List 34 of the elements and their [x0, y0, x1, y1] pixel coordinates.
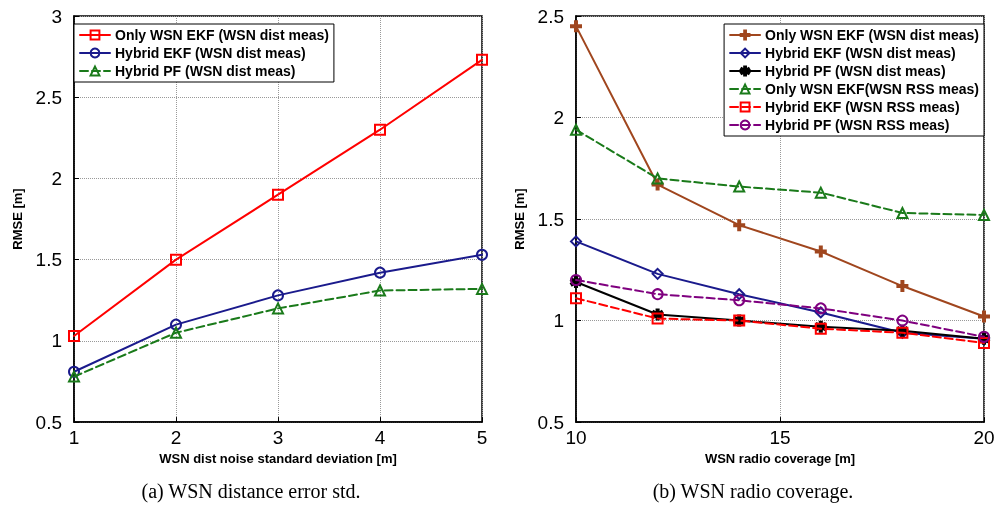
y-axis-title: RMSE [m]	[512, 188, 527, 250]
legend-label: Hybrid PF (WSN RSS meas)	[765, 117, 950, 133]
legend-label: Hybrid EKF (WSN dist meas)	[765, 45, 956, 61]
y-tick-label: 1	[51, 330, 62, 352]
legend-label: Hybrid PF (WSN dist meas)	[765, 63, 946, 79]
text: (a) WSN distance error std.	[140, 480, 362, 503]
legend-label: Only WSN EKF(WSN RSS meas)	[765, 81, 979, 97]
x-tick-label: 2	[170, 427, 182, 449]
x-axis-title: WSN dist noise standard deviation [m]	[159, 451, 397, 466]
x-tick-label: 20	[973, 427, 995, 449]
x-tick-label: 3	[272, 427, 284, 449]
x-axis-title: WSN radio coverage [m]	[704, 451, 856, 466]
text: (b) WSN radio coverage.	[651, 480, 855, 503]
y-tick-label: 1.5	[35, 249, 62, 271]
y-tick-label: 2.5	[537, 5, 564, 27]
y-tick-label: 2	[553, 107, 564, 129]
x-tick-label: 1	[68, 427, 80, 449]
y-tick-label: 2	[51, 167, 62, 189]
y-tick-label: 2.5	[35, 86, 62, 108]
x-tick-label: 10	[565, 427, 587, 449]
legend-label: Hybrid PF (WSN dist meas)	[115, 63, 296, 79]
x-tick-label: 4	[374, 427, 386, 449]
y-tick-label: 1	[553, 310, 564, 332]
legend-label: Hybrid EKF (WSN dist meas)	[115, 45, 306, 61]
y-axis-title: RMSE [m]	[10, 188, 25, 250]
legend-label: Only WSN EKF (WSN dist meas)	[115, 27, 329, 43]
y-tick-label: 0.5	[537, 411, 564, 433]
y-tick-label: 0.5	[35, 411, 62, 433]
legend-label: Hybrid EKF (WSN RSS meas)	[765, 99, 960, 115]
y-tick-label: 1.5	[537, 208, 564, 230]
x-tick-label: 15	[769, 427, 791, 449]
legend-label: Only WSN EKF (WSN dist meas)	[765, 27, 979, 43]
y-tick-label: 3	[51, 5, 62, 27]
x-tick-label: 5	[476, 427, 488, 449]
